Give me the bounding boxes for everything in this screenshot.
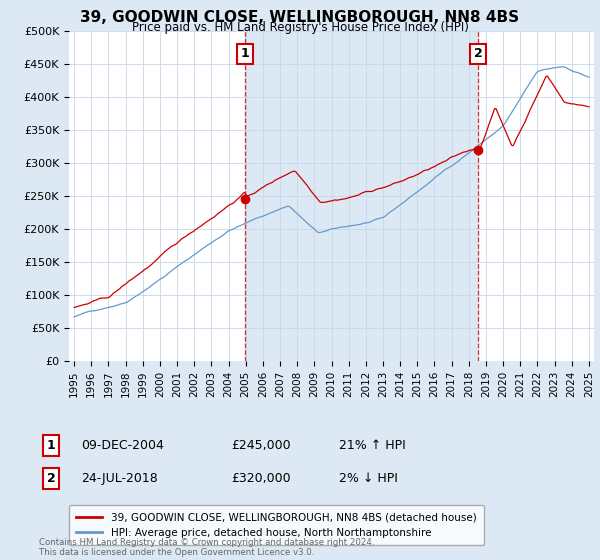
Text: 2% ↓ HPI: 2% ↓ HPI — [339, 472, 398, 486]
Text: Contains HM Land Registry data © Crown copyright and database right 2024.
This d: Contains HM Land Registry data © Crown c… — [39, 538, 374, 557]
Text: 1: 1 — [47, 438, 55, 452]
Text: 21% ↑ HPI: 21% ↑ HPI — [339, 438, 406, 452]
Bar — [245, 31, 478, 361]
Text: Price paid vs. HM Land Registry's House Price Index (HPI): Price paid vs. HM Land Registry's House … — [131, 21, 469, 34]
Text: 09-DEC-2004: 09-DEC-2004 — [81, 438, 164, 452]
Text: 39, GOODWIN CLOSE, WELLINGBOROUGH, NN8 4BS: 39, GOODWIN CLOSE, WELLINGBOROUGH, NN8 4… — [80, 10, 520, 25]
Text: 2: 2 — [47, 472, 55, 486]
Text: 2: 2 — [474, 48, 483, 60]
Text: £320,000: £320,000 — [231, 472, 290, 486]
Text: £245,000: £245,000 — [231, 438, 290, 452]
Text: 24-JUL-2018: 24-JUL-2018 — [81, 472, 158, 486]
Legend: 39, GOODWIN CLOSE, WELLINGBOROUGH, NN8 4BS (detached house), HPI: Average price,: 39, GOODWIN CLOSE, WELLINGBOROUGH, NN8 4… — [69, 505, 484, 545]
Text: 1: 1 — [241, 48, 249, 60]
